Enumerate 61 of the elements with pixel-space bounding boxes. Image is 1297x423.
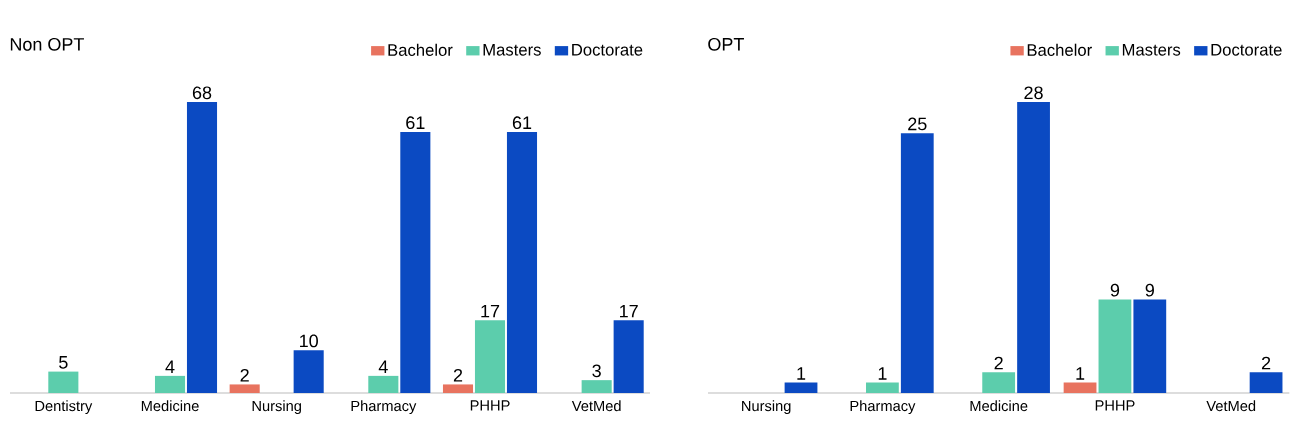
legend-label: Doctorate xyxy=(572,44,643,56)
data-label: 4 xyxy=(378,360,388,373)
x-tick-label: PHHP xyxy=(470,400,510,411)
legend-label: Bachelor xyxy=(388,43,453,56)
legend-label: Masters xyxy=(1122,44,1181,56)
data-label: 10 xyxy=(300,334,318,348)
data-label: 61 xyxy=(512,116,532,130)
bar xyxy=(866,382,899,393)
data-label: 1 xyxy=(1076,367,1085,380)
bar xyxy=(186,102,218,393)
chart-title: OPT xyxy=(708,37,744,51)
bar xyxy=(368,375,399,393)
legend-label: Doctorate xyxy=(1211,44,1282,56)
data-label: 5 xyxy=(59,356,68,369)
bar xyxy=(293,350,324,393)
data-label: 9 xyxy=(1110,283,1120,297)
x-tick-label: PHHP xyxy=(1095,400,1135,411)
chart-title: Non OPT xyxy=(10,37,84,51)
data-label: 17 xyxy=(620,304,638,318)
x-tick-label: Dentistry xyxy=(35,400,93,415)
x-tick-label: Medicine xyxy=(141,400,199,412)
bar xyxy=(613,320,644,393)
data-label: 3 xyxy=(592,364,601,378)
legend-label: Bachelor xyxy=(1027,43,1092,56)
x-tick-label: VetMed xyxy=(571,400,621,412)
data-label: 2 xyxy=(453,368,463,382)
data-label: 9 xyxy=(1145,283,1154,297)
data-label: 1 xyxy=(878,367,887,380)
bar xyxy=(784,382,818,393)
data-label: 2 xyxy=(240,368,249,382)
data-label: 1 xyxy=(797,367,806,380)
x-tick-label: Medicine xyxy=(970,400,1028,412)
x-tick-label: VetMed xyxy=(1206,400,1256,412)
data-label: 68 xyxy=(192,86,212,100)
x-tick-label: Nursing xyxy=(742,400,791,415)
bar xyxy=(1249,372,1283,393)
bar xyxy=(48,371,79,393)
data-label: 28 xyxy=(1024,86,1043,100)
bar xyxy=(400,132,431,393)
x-tick-label: Nursing xyxy=(252,400,301,415)
x-tick-label: Pharmacy xyxy=(850,400,916,415)
data-label: 2 xyxy=(1261,356,1271,370)
bar xyxy=(1017,102,1050,393)
bar xyxy=(900,133,934,393)
bar xyxy=(982,372,1016,393)
bar xyxy=(1063,382,1097,393)
bar xyxy=(506,132,538,393)
bar xyxy=(229,384,260,393)
bar xyxy=(474,320,506,393)
bar xyxy=(1133,299,1167,393)
data-label: 17 xyxy=(481,304,500,318)
data-label: 4 xyxy=(165,360,175,373)
legend-label: Masters xyxy=(483,44,541,56)
data-label: 61 xyxy=(406,116,425,130)
bar xyxy=(1098,299,1132,393)
bar xyxy=(442,384,474,393)
data-label: 25 xyxy=(908,117,927,131)
bar xyxy=(154,375,186,393)
bar xyxy=(581,380,612,393)
x-tick-label: Pharmacy xyxy=(351,400,417,415)
data-label: 2 xyxy=(994,356,1003,370)
